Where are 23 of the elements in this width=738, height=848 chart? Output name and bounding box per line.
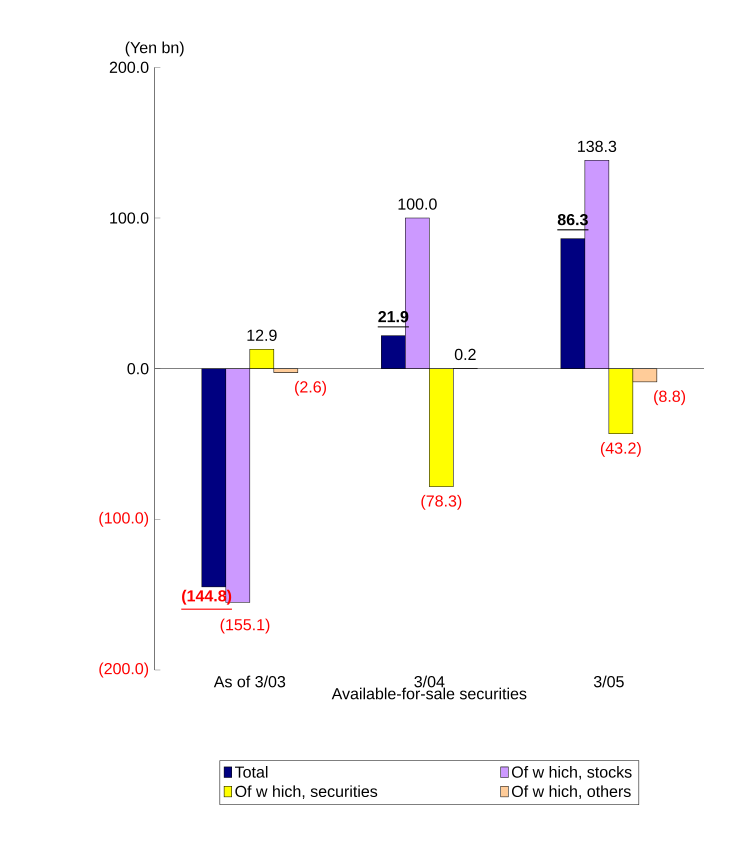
y-tick-label: (200.0): [99, 662, 148, 678]
legend-label: Total: [234, 766, 268, 778]
data-label: (78.3): [421, 494, 462, 510]
x-tick-label: As of 3/03: [214, 676, 286, 688]
data-label: (155.1): [220, 618, 270, 634]
y-tick-label: 100.0: [110, 212, 148, 224]
x-tick-label: 3/04: [414, 676, 444, 688]
y-tick-label: 0.0: [127, 363, 148, 374]
data-label: 138.3: [578, 140, 616, 152]
y-tick-label: (100.0): [99, 512, 148, 527]
data-label: 100.0: [398, 198, 437, 210]
legend-label: Of w hich, stocks: [512, 766, 632, 780]
y-axis-title: (Yen bn): [126, 41, 184, 56]
data-label: (2.6): [295, 380, 326, 396]
y-tick-label: 200.0: [110, 62, 148, 73]
legend-label: Of w hich, securities: [235, 785, 378, 799]
x-tick-label: 3/05: [594, 676, 624, 688]
x-axis-title: Available-for-sale securities: [332, 688, 526, 700]
data-label: (43.2): [600, 442, 641, 457]
data-label: 12.9: [247, 330, 277, 341]
data-label: 0.2: [454, 348, 476, 360]
data-label: (8.8): [654, 390, 686, 406]
legend-label: Of w hich, others: [512, 785, 631, 799]
